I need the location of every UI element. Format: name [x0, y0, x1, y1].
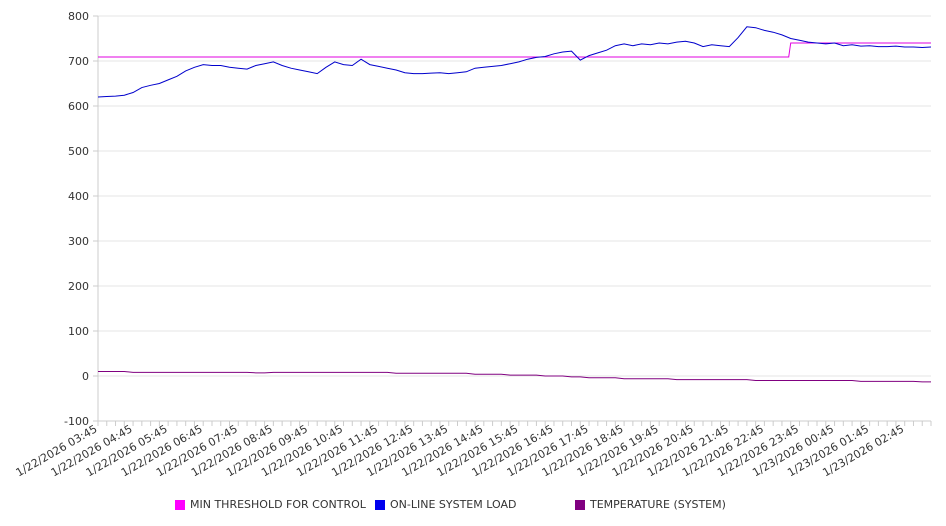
- y-axis: 800 700 600 500 400 300 200 100 0 -100: [64, 10, 98, 428]
- legend-item-temperature[interactable]: TEMPERATURE (SYSTEM): [575, 498, 726, 511]
- series-line-temperature-system: [98, 371, 931, 383]
- y-tick-label: 700: [68, 55, 89, 68]
- y-tick-label: 300: [68, 235, 89, 248]
- grid-lines: [98, 15, 931, 422]
- series-line-on-line-system-load: [97, 26, 932, 98]
- y-tick-label: 500: [68, 145, 89, 158]
- legend-swatch: [575, 499, 585, 510]
- y-tick-label: 800: [68, 10, 89, 23]
- line-chart: 800 700 600 500 400 300 200 100 0 -100 1/22/2026 …: [14, 10, 932, 479]
- series-line-min-threshold-for-control: [98, 42, 931, 58]
- y-tick-label: -100: [64, 415, 89, 428]
- legend-swatch: [175, 499, 185, 510]
- legend-label: MIN THRESHOLD FOR CONTROL: [190, 498, 366, 511]
- y-tick-label: 100: [68, 325, 89, 338]
- y-tick-label: 0: [82, 370, 89, 383]
- y-tick-label: 600: [68, 100, 89, 113]
- legend-item-threshold[interactable]: MIN THRESHOLD FOR CONTROL: [175, 498, 366, 511]
- y-tick-label: 400: [68, 190, 89, 203]
- x-axis: 1/22/2026 03:451/22/2026 04:451/22/2026 …: [14, 16, 932, 479]
- series-lines: [97, 26, 932, 383]
- y-tick-label: 200: [68, 280, 89, 293]
- legend: MIN THRESHOLD FOR CONTROL ON-LINE SYSTEM…: [0, 498, 946, 514]
- legend-label: ON-LINE SYSTEM LOAD: [390, 498, 517, 511]
- legend-item-load[interactable]: ON-LINE SYSTEM LOAD: [375, 498, 516, 511]
- legend-label: TEMPERATURE (SYSTEM): [590, 498, 726, 511]
- legend-swatch: [375, 499, 385, 510]
